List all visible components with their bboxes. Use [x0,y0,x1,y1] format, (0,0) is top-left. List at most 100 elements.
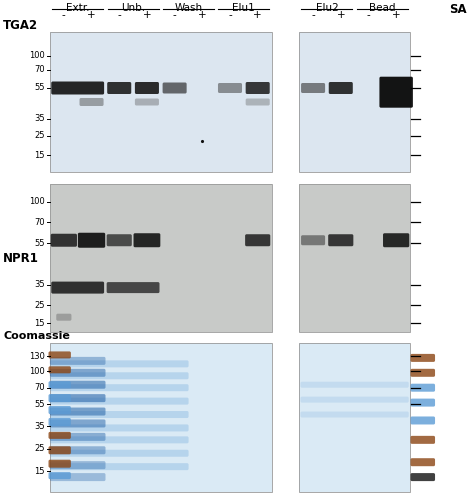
Text: Elu2: Elu2 [316,3,338,13]
Text: Extr.: Extr. [66,3,90,13]
FancyBboxPatch shape [410,369,435,377]
FancyBboxPatch shape [301,235,325,245]
FancyBboxPatch shape [80,98,104,106]
Text: 15: 15 [35,318,45,328]
Text: 100: 100 [29,198,45,206]
Text: 25: 25 [35,301,45,310]
FancyBboxPatch shape [246,82,270,94]
FancyBboxPatch shape [107,82,131,94]
FancyBboxPatch shape [50,372,189,380]
Text: 25: 25 [35,444,45,454]
FancyBboxPatch shape [48,418,71,426]
FancyBboxPatch shape [48,352,71,358]
FancyBboxPatch shape [48,472,71,479]
FancyBboxPatch shape [383,233,409,247]
FancyBboxPatch shape [50,450,189,457]
Text: 35: 35 [34,422,45,431]
Text: 55: 55 [35,84,45,92]
Text: 70: 70 [34,218,45,227]
FancyBboxPatch shape [245,234,270,246]
FancyBboxPatch shape [50,398,189,404]
FancyBboxPatch shape [50,463,189,470]
Text: TGA2: TGA2 [3,19,38,32]
FancyBboxPatch shape [50,436,189,444]
Bar [50,343,272,492]
FancyBboxPatch shape [329,82,353,94]
FancyBboxPatch shape [410,354,435,362]
FancyBboxPatch shape [56,314,71,320]
Bar [50,32,272,172]
Bar [299,184,410,332]
FancyBboxPatch shape [50,380,106,388]
FancyBboxPatch shape [50,360,189,368]
FancyBboxPatch shape [48,366,71,374]
Bar [50,343,272,492]
FancyBboxPatch shape [410,458,435,466]
Text: 15: 15 [35,466,45,475]
Text: +: + [143,10,151,20]
FancyBboxPatch shape [48,460,71,468]
FancyBboxPatch shape [301,412,408,418]
FancyBboxPatch shape [301,382,408,388]
Text: 100: 100 [29,52,45,60]
Text: -: - [117,10,121,20]
Bar [299,343,410,492]
FancyBboxPatch shape [410,473,435,481]
FancyBboxPatch shape [328,234,353,246]
FancyBboxPatch shape [50,357,106,365]
Text: 25: 25 [35,131,45,140]
Text: +: + [87,10,96,20]
Text: +: + [336,10,345,20]
FancyBboxPatch shape [135,82,159,94]
Text: 15: 15 [35,150,45,160]
FancyBboxPatch shape [50,424,189,432]
FancyBboxPatch shape [50,408,106,416]
FancyBboxPatch shape [78,232,105,248]
Text: -: - [62,10,66,20]
FancyBboxPatch shape [50,394,106,402]
Text: +: + [253,10,262,20]
Text: -: - [367,10,371,20]
FancyBboxPatch shape [106,282,159,293]
FancyBboxPatch shape [50,411,189,418]
Text: +: + [392,10,401,20]
Text: +: + [198,10,207,20]
FancyBboxPatch shape [48,394,71,402]
Bar [299,184,410,332]
FancyBboxPatch shape [410,416,435,424]
FancyBboxPatch shape [51,282,104,294]
FancyBboxPatch shape [163,82,187,94]
Text: -: - [228,10,232,20]
FancyBboxPatch shape [48,432,71,439]
FancyBboxPatch shape [51,234,77,246]
FancyBboxPatch shape [50,369,106,377]
Text: Wash: Wash [174,3,203,13]
FancyBboxPatch shape [410,384,435,392]
FancyBboxPatch shape [48,446,71,454]
FancyBboxPatch shape [50,461,106,469]
Bar [50,184,272,332]
Text: 130: 130 [29,352,45,361]
Text: 55: 55 [35,238,45,248]
FancyBboxPatch shape [50,420,106,428]
FancyBboxPatch shape [410,398,435,406]
Text: NPR1: NPR1 [3,252,39,264]
Bar [272,343,299,492]
FancyBboxPatch shape [106,234,132,246]
Text: Bead: Bead [369,3,395,13]
Text: 70: 70 [34,383,45,392]
Bar [50,184,272,332]
FancyBboxPatch shape [218,83,242,93]
FancyBboxPatch shape [301,83,325,93]
FancyBboxPatch shape [410,436,435,444]
Text: 35: 35 [34,114,45,124]
Bar [50,32,272,172]
FancyBboxPatch shape [135,98,159,105]
Text: Coomassie: Coomassie [3,331,70,341]
FancyBboxPatch shape [48,406,71,414]
FancyBboxPatch shape [50,473,106,481]
FancyBboxPatch shape [301,396,408,402]
FancyBboxPatch shape [246,98,270,105]
Text: 55: 55 [35,400,45,408]
Text: Unb.: Unb. [121,3,145,13]
